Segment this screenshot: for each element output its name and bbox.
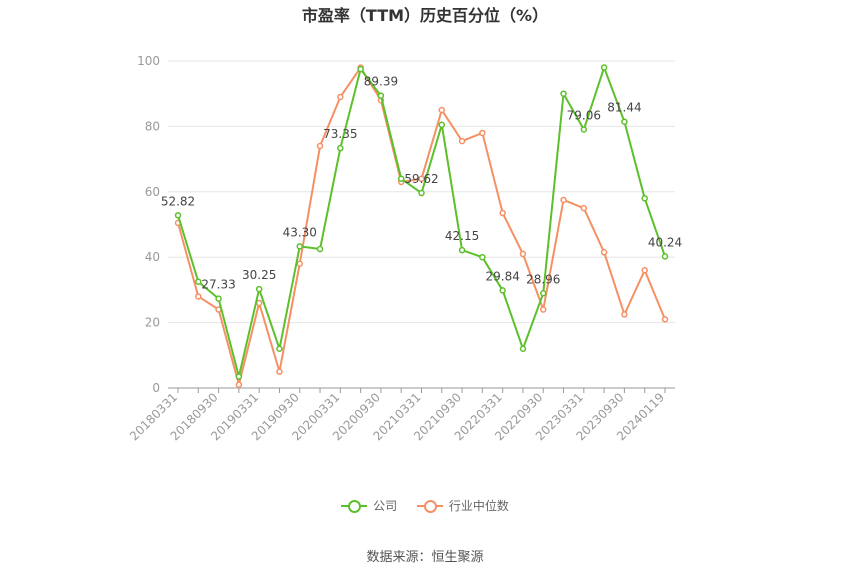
data-point-industry-median bbox=[195, 293, 202, 300]
data-label: 81.44 bbox=[607, 101, 641, 115]
data-label: 59.62 bbox=[404, 172, 438, 186]
data-label: 73.35 bbox=[323, 127, 357, 141]
data-point-company bbox=[600, 64, 608, 71]
data-point-industry-median bbox=[479, 129, 486, 137]
legend: 公司 行业中位数 bbox=[0, 497, 850, 516]
data-point-industry-median bbox=[235, 381, 243, 388]
data-point-industry-median bbox=[641, 267, 648, 274]
data-label: 89.39 bbox=[364, 75, 398, 89]
data-point-company bbox=[377, 92, 385, 99]
data-point-company bbox=[560, 90, 567, 97]
data-point-company bbox=[641, 195, 648, 202]
y-tick-label: 0 bbox=[152, 381, 160, 395]
data-point-industry-median bbox=[540, 306, 547, 313]
chart-title: 市盈率（TTM）历史百分位（%） bbox=[301, 6, 549, 25]
data-point-industry-median bbox=[276, 368, 283, 375]
data-point-company bbox=[195, 278, 202, 285]
data-label: 79.06 bbox=[567, 108, 601, 122]
data-point-industry-median bbox=[600, 249, 608, 256]
line-chart: 0204060801002018033120180930201903312019… bbox=[127, 54, 682, 443]
data-point-industry-median bbox=[255, 299, 263, 307]
data-point-company bbox=[316, 245, 324, 253]
y-tick-label: 80 bbox=[145, 119, 160, 133]
data-label: 52.82 bbox=[161, 194, 195, 208]
data-label: 27.33 bbox=[201, 278, 235, 292]
data-point-company bbox=[276, 345, 283, 353]
data-point-industry-median bbox=[519, 250, 527, 258]
data-point-company bbox=[296, 243, 303, 250]
data-point-company bbox=[580, 126, 588, 133]
data-point-company bbox=[540, 290, 547, 297]
data-point-company bbox=[621, 118, 628, 125]
legend-label-industry-median: 行业中位数 bbox=[448, 499, 509, 513]
data-label: 28.96 bbox=[526, 272, 560, 286]
data-point-industry-median bbox=[418, 175, 425, 182]
legend-label-company: 公司 bbox=[373, 499, 398, 513]
y-tick-label: 100 bbox=[137, 54, 160, 68]
data-point-company bbox=[438, 121, 446, 129]
data-point-industry-median bbox=[580, 204, 588, 212]
data-label: 40.24 bbox=[648, 235, 682, 249]
data-point-company bbox=[499, 287, 506, 294]
data-point-company bbox=[215, 295, 222, 302]
data-point-company bbox=[479, 253, 486, 261]
data-point-industry-median bbox=[621, 311, 628, 318]
data-point-company bbox=[397, 175, 405, 182]
data-point-industry-median bbox=[296, 260, 303, 267]
data-label: 29.84 bbox=[485, 269, 519, 283]
data-point-company bbox=[458, 246, 466, 254]
data-point-industry-median bbox=[316, 142, 324, 150]
data-label: 42.15 bbox=[445, 229, 479, 243]
data-source: 数据来源：恒生聚源 bbox=[366, 550, 484, 565]
data-label: 43.30 bbox=[283, 225, 317, 239]
y-tick-label: 60 bbox=[145, 185, 160, 199]
data-point-industry-median bbox=[458, 137, 466, 145]
y-tick-label: 40 bbox=[145, 250, 160, 264]
data-point-company bbox=[337, 144, 344, 152]
data-point-company bbox=[357, 65, 364, 73]
data-label: 30.25 bbox=[242, 268, 276, 282]
data-point-industry-median bbox=[499, 209, 506, 217]
data-point-industry-median bbox=[661, 316, 669, 323]
legend-swatch-industry-median bbox=[416, 499, 443, 513]
data-point-company bbox=[174, 212, 182, 219]
data-point-industry-median bbox=[438, 106, 446, 114]
legend-item-company[interactable]: 公司 bbox=[341, 497, 397, 514]
data-point-company bbox=[255, 285, 263, 293]
legend-item-industry-median[interactable]: 行业中位数 bbox=[416, 497, 509, 514]
data-point-industry-median bbox=[337, 93, 344, 101]
y-tick-label: 20 bbox=[145, 316, 160, 330]
data-point-industry-median bbox=[560, 196, 567, 204]
legend-swatch-company bbox=[341, 499, 368, 513]
data-point-company bbox=[418, 189, 425, 197]
data-point-company bbox=[661, 253, 669, 260]
data-point-company bbox=[235, 373, 243, 380]
data-point-company bbox=[519, 345, 527, 353]
